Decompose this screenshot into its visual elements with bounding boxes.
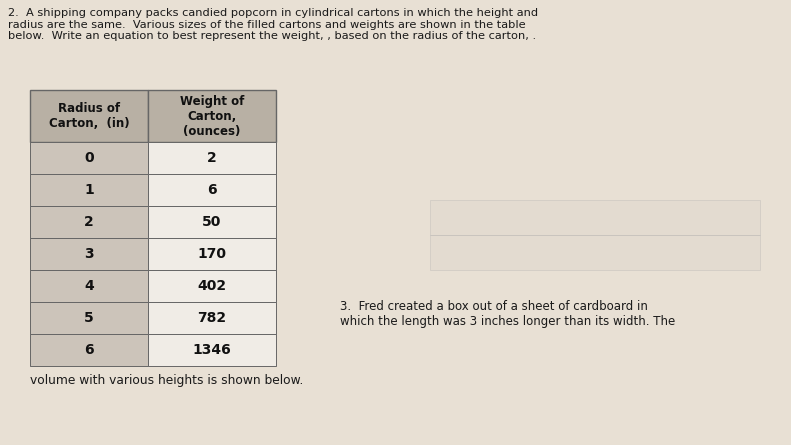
FancyBboxPatch shape [30,334,148,366]
FancyBboxPatch shape [148,142,276,174]
Text: 1346: 1346 [193,343,232,357]
Text: 2.  A shipping company packs candied popcorn in cylindrical cartons in which the: 2. A shipping company packs candied popc… [8,8,538,41]
FancyBboxPatch shape [148,270,276,302]
FancyBboxPatch shape [30,206,148,238]
Text: volume with various heights is shown below.: volume with various heights is shown bel… [30,374,304,387]
Text: 3.  Fred created a box out of a sheet of cardboard in
which the length was 3 inc: 3. Fred created a box out of a sheet of … [340,300,676,328]
FancyBboxPatch shape [430,200,760,235]
FancyBboxPatch shape [430,235,760,270]
Text: 4: 4 [84,279,94,293]
Text: 402: 402 [198,279,226,293]
Text: 2: 2 [84,215,94,229]
FancyBboxPatch shape [30,90,148,142]
Text: 0: 0 [84,151,94,165]
FancyBboxPatch shape [30,302,148,334]
FancyBboxPatch shape [148,90,276,142]
Text: 50: 50 [202,215,221,229]
Text: 6: 6 [84,343,94,357]
Text: 2: 2 [207,151,217,165]
FancyBboxPatch shape [148,238,276,270]
Text: 3: 3 [84,247,94,261]
Text: 6: 6 [207,183,217,197]
Text: Radius of
Carton,  (in): Radius of Carton, (in) [49,102,129,130]
Text: Weight of
Carton,
(ounces): Weight of Carton, (ounces) [180,94,244,138]
Text: 1: 1 [84,183,94,197]
FancyBboxPatch shape [30,142,148,174]
FancyBboxPatch shape [30,270,148,302]
Text: 170: 170 [198,247,226,261]
FancyBboxPatch shape [148,174,276,206]
FancyBboxPatch shape [148,334,276,366]
Text: 782: 782 [198,311,226,325]
FancyBboxPatch shape [148,206,276,238]
FancyBboxPatch shape [30,238,148,270]
FancyBboxPatch shape [30,174,148,206]
Text: 5: 5 [84,311,94,325]
FancyBboxPatch shape [148,302,276,334]
